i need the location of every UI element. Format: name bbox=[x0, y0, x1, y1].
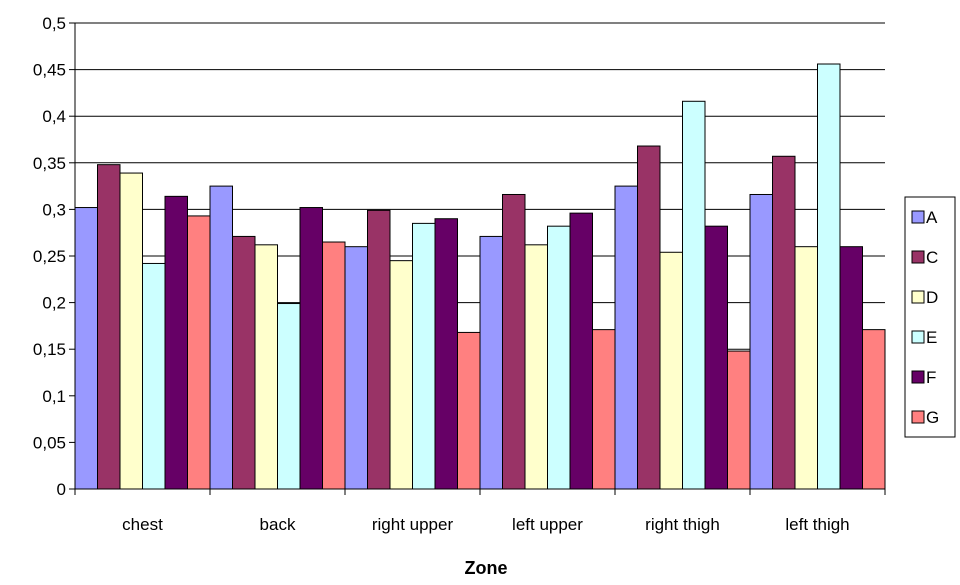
x-tick-label: right thigh bbox=[645, 515, 720, 534]
bar-a-right-thigh bbox=[614, 185, 638, 490]
y-tick-label: 0,45 bbox=[33, 61, 66, 80]
legend: A C D E F G bbox=[904, 196, 956, 438]
bar-c-right-upper bbox=[367, 209, 391, 490]
legend-label-a: A bbox=[926, 208, 938, 227]
bar-f-left-thigh bbox=[839, 246, 863, 490]
bar-g-back bbox=[322, 241, 346, 490]
bar-g-left-thigh bbox=[862, 329, 886, 490]
axes bbox=[69, 22, 886, 495]
legend-label-c: C bbox=[926, 248, 938, 267]
x-tick-label: chest bbox=[122, 515, 163, 534]
bar-a-right-upper bbox=[344, 246, 368, 490]
y-tick-label: 0,25 bbox=[33, 247, 66, 266]
legend-swatch-a bbox=[911, 210, 925, 224]
x-tick-label: left thigh bbox=[785, 515, 849, 534]
y-tick-label: 0,3 bbox=[42, 200, 66, 219]
bar-c-left-upper bbox=[502, 193, 526, 490]
legend-label-d: D bbox=[926, 288, 938, 307]
x-tick-label: back bbox=[260, 515, 296, 534]
bar-d-chest bbox=[119, 172, 143, 490]
legend-swatch-f bbox=[911, 370, 925, 384]
legend-box bbox=[904, 196, 956, 438]
legend-swatch-c bbox=[911, 250, 925, 264]
bar-g-right-thigh bbox=[727, 350, 751, 490]
bar-d-left-thigh bbox=[794, 246, 818, 490]
bar-d-left-upper bbox=[524, 244, 548, 490]
bar-e-right-upper bbox=[412, 222, 436, 490]
bar-c-back bbox=[232, 235, 256, 490]
bar-e-right-thigh bbox=[682, 100, 706, 490]
bar-e-back bbox=[277, 303, 301, 490]
bar-f-chest bbox=[164, 195, 188, 490]
y-tick-label: 0,5 bbox=[42, 14, 66, 33]
y-tick-label: 0,2 bbox=[42, 294, 66, 313]
bar-d-right-upper bbox=[389, 260, 413, 490]
bars bbox=[74, 63, 886, 490]
x-tick-label: left upper bbox=[512, 515, 583, 534]
tick-labels: 0 0,05 0,1 0,15 0,2 0,25 0,3 0,35 0,4 0,45 0,5 ches… bbox=[33, 14, 850, 534]
y-tick-label: 0,35 bbox=[33, 154, 66, 173]
bar-g-right-upper bbox=[457, 331, 481, 490]
bar-f-right-thigh bbox=[704, 225, 728, 490]
legend-swatch-g bbox=[911, 410, 925, 424]
y-tick-label: 0,1 bbox=[42, 387, 66, 406]
y-tick-label: 0,4 bbox=[42, 107, 66, 126]
bar-a-left-upper bbox=[479, 235, 503, 490]
x-axis-title: Zone bbox=[465, 558, 508, 578]
bar-e-left-upper bbox=[547, 225, 571, 490]
bar-g-left-upper bbox=[592, 329, 616, 490]
bar-d-right-thigh bbox=[659, 251, 683, 490]
bar-c-right-thigh bbox=[637, 145, 661, 490]
y-tick-label: 0,15 bbox=[33, 340, 66, 359]
y-tick-label: 0,05 bbox=[33, 433, 66, 452]
legend-label-e: E bbox=[926, 328, 937, 347]
legend-label-g: G bbox=[926, 408, 939, 427]
bar-f-back bbox=[299, 207, 323, 490]
bar-f-left-upper bbox=[569, 212, 593, 490]
bar-f-right-upper bbox=[434, 218, 458, 490]
y-tick-label: 0 bbox=[57, 480, 66, 499]
legend-swatch-e bbox=[911, 330, 925, 344]
legend-swatch-d bbox=[911, 290, 925, 304]
bar-a-left-thigh bbox=[749, 193, 773, 490]
x-tick-label: right upper bbox=[372, 515, 454, 534]
bar-d-back bbox=[254, 244, 278, 490]
bar-c-left-thigh bbox=[772, 155, 796, 490]
legend-label-f: F bbox=[926, 368, 936, 387]
bar-e-left-thigh bbox=[817, 63, 841, 490]
bar-a-chest bbox=[74, 207, 98, 490]
bar-c-chest bbox=[97, 164, 121, 490]
bar-e-chest bbox=[142, 262, 166, 490]
bar-g-chest bbox=[187, 215, 211, 490]
bar-a-back bbox=[209, 185, 233, 490]
